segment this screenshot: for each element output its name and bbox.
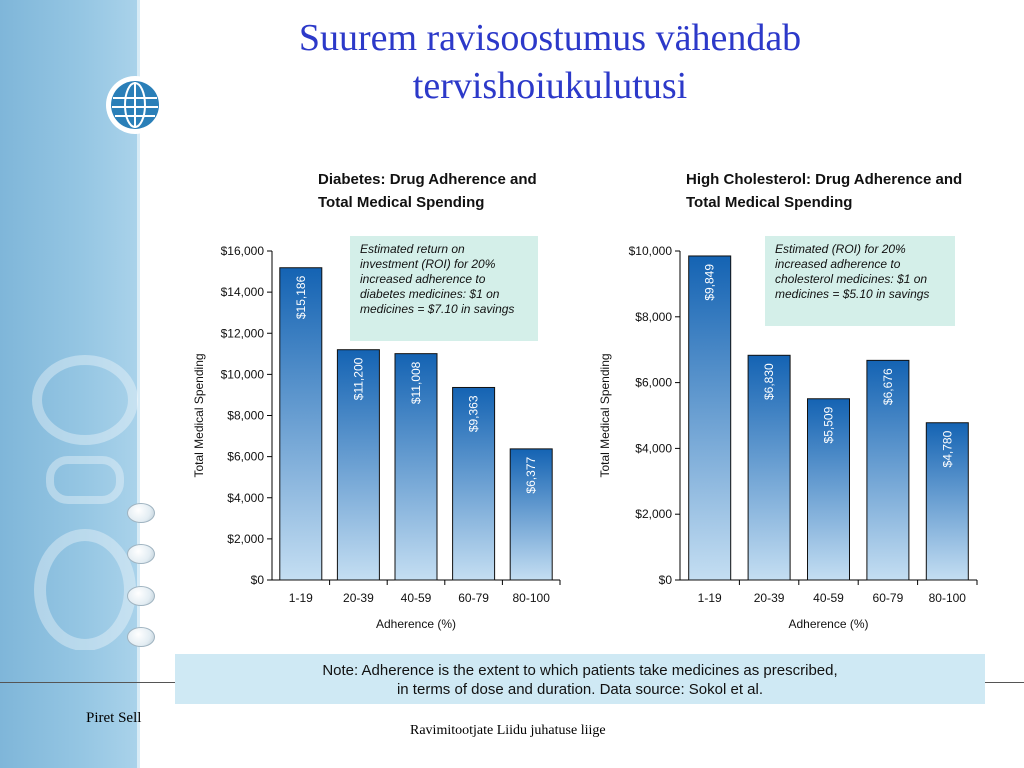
bar-value-label: $6,377 bbox=[524, 457, 538, 494]
y-axis-label: Total Medical Spending bbox=[192, 353, 206, 477]
annotation-line: increased adherence to bbox=[775, 257, 901, 271]
pill-decoration bbox=[127, 544, 155, 564]
chart-title-line: Diabetes: Drug Adherence and bbox=[318, 171, 537, 188]
x-tick-label: 60-79 bbox=[873, 591, 904, 605]
chart-title-line: Total Medical Spending bbox=[318, 194, 485, 211]
slide-title: Suurem ravisoostumus vähendab tervishoiu… bbox=[200, 14, 900, 110]
annotation-line: increased adherence to bbox=[360, 272, 486, 286]
bar bbox=[509, 448, 553, 581]
x-tick-label: 20-39 bbox=[754, 591, 785, 605]
y-tick-label: $0 bbox=[251, 573, 265, 587]
chart-title-line: High Cholesterol: Drug Adherence and bbox=[686, 171, 963, 188]
x-tick-label: 40-59 bbox=[813, 591, 844, 605]
pill-decoration bbox=[127, 586, 155, 606]
x-tick-label: 40-59 bbox=[401, 591, 432, 605]
bar-value-label: $9,849 bbox=[703, 264, 717, 301]
annotation-line: diabetes medicines: $1 on bbox=[360, 287, 500, 301]
annotation-line: Estimated return on bbox=[360, 242, 465, 256]
pill-decoration bbox=[127, 503, 155, 523]
bar bbox=[688, 255, 732, 581]
globe-icon bbox=[106, 76, 164, 134]
data-source-note: Note: Adherence is the extent to which p… bbox=[175, 654, 985, 704]
annotation-line: Estimated (ROI) for 20% bbox=[775, 242, 906, 256]
y-tick-label: $10,000 bbox=[629, 244, 673, 258]
diabetes-roi-annotation: Estimated return on investment (ROI) for… bbox=[350, 236, 538, 341]
capsule-watermark bbox=[32, 355, 138, 650]
bar-value-label: $5,509 bbox=[822, 406, 836, 443]
y-tick-label: $14,000 bbox=[221, 285, 265, 299]
y-tick-label: $4,000 bbox=[227, 491, 264, 505]
x-tick-label: 60-79 bbox=[458, 591, 489, 605]
annotation-line: cholesterol medicines: $1 on bbox=[775, 272, 928, 286]
pill-decoration bbox=[127, 627, 155, 647]
x-tick-label: 1-19 bbox=[698, 591, 722, 605]
bar bbox=[925, 422, 969, 581]
y-tick-label: $2,000 bbox=[635, 507, 672, 521]
y-tick-label: $16,000 bbox=[221, 244, 265, 258]
chart-title-line: Total Medical Spending bbox=[686, 194, 853, 211]
x-tick-label: 80-100 bbox=[929, 591, 967, 605]
note-line: in terms of dose and duration. Data sour… bbox=[396, 681, 764, 698]
x-tick-label: 1-19 bbox=[289, 591, 313, 605]
cholesterol-bar-chart: $0 $2,000 $4,000 $6,000 $8,000 $10,000 Total M… bbox=[598, 244, 978, 631]
bar bbox=[747, 354, 791, 581]
cholesterol-roi-annotation: Estimated (ROI) for 20% increased adhere… bbox=[765, 236, 955, 326]
y-tick-label: $8,000 bbox=[635, 310, 672, 324]
bar bbox=[394, 353, 438, 581]
y-tick-label: $2,000 bbox=[227, 532, 264, 546]
bar bbox=[866, 359, 910, 581]
bar-value-label: $6,830 bbox=[762, 363, 776, 400]
x-axis-label: Adherence (%) bbox=[376, 617, 456, 631]
bar bbox=[807, 398, 850, 581]
footer-organization: Ravimitootjate Liidu juhatuse liige bbox=[410, 723, 606, 738]
diabetes-bar-chart: $0 $2,000 $4,000 $6,000 $8,000 $10,000 $12,000… bbox=[192, 244, 561, 631]
bar-value-label: $9,363 bbox=[467, 395, 481, 432]
cholesterol-chart-title: High Cholesterol: Drug Adherence and Tot… bbox=[686, 168, 986, 214]
bar-value-label: $6,676 bbox=[881, 368, 895, 405]
y-tick-label: $0 bbox=[659, 573, 673, 587]
bar bbox=[336, 349, 380, 581]
x-tick-label: 20-39 bbox=[343, 591, 374, 605]
bar-value-label: $4,780 bbox=[940, 430, 954, 467]
x-axis-label: Adherence (%) bbox=[788, 617, 868, 631]
y-tick-label: $10,000 bbox=[221, 367, 265, 381]
side-panel-edge bbox=[137, 0, 140, 768]
slide-title-line: tervishoiukulutusi bbox=[412, 65, 688, 107]
footer-rule bbox=[0, 682, 175, 683]
annotation-line: medicines = $5.10 in savings bbox=[775, 287, 930, 301]
diabetes-chart-title: Diabetes: Drug Adherence and Total Medic… bbox=[318, 168, 618, 214]
y-tick-label: $4,000 bbox=[635, 441, 672, 455]
annotation-line: investment (ROI) for 20% bbox=[360, 257, 496, 271]
side-panel bbox=[0, 0, 137, 768]
footer-author: Piret Sell bbox=[86, 710, 142, 726]
bar bbox=[452, 386, 496, 581]
y-axis-label: Total Medical Spending bbox=[598, 353, 612, 477]
x-tick-label: 80-100 bbox=[513, 591, 551, 605]
y-tick-label: $6,000 bbox=[227, 450, 264, 464]
bar bbox=[279, 267, 323, 581]
note-line: Note: Adherence is the extent to which p… bbox=[322, 662, 838, 679]
bar-value-label: $15,186 bbox=[294, 275, 308, 319]
y-tick-label: $8,000 bbox=[227, 409, 264, 423]
bar-value-label: $11,008 bbox=[409, 361, 423, 404]
footer-rule bbox=[985, 682, 1024, 683]
slide-title-line: Suurem ravisoostumus vähendab bbox=[298, 17, 802, 59]
annotation-line: medicines = $7.10 in savings bbox=[360, 302, 515, 316]
y-tick-label: $12,000 bbox=[221, 326, 265, 340]
y-tick-label: $6,000 bbox=[635, 376, 672, 390]
bar-value-label: $11,200 bbox=[351, 357, 365, 400]
